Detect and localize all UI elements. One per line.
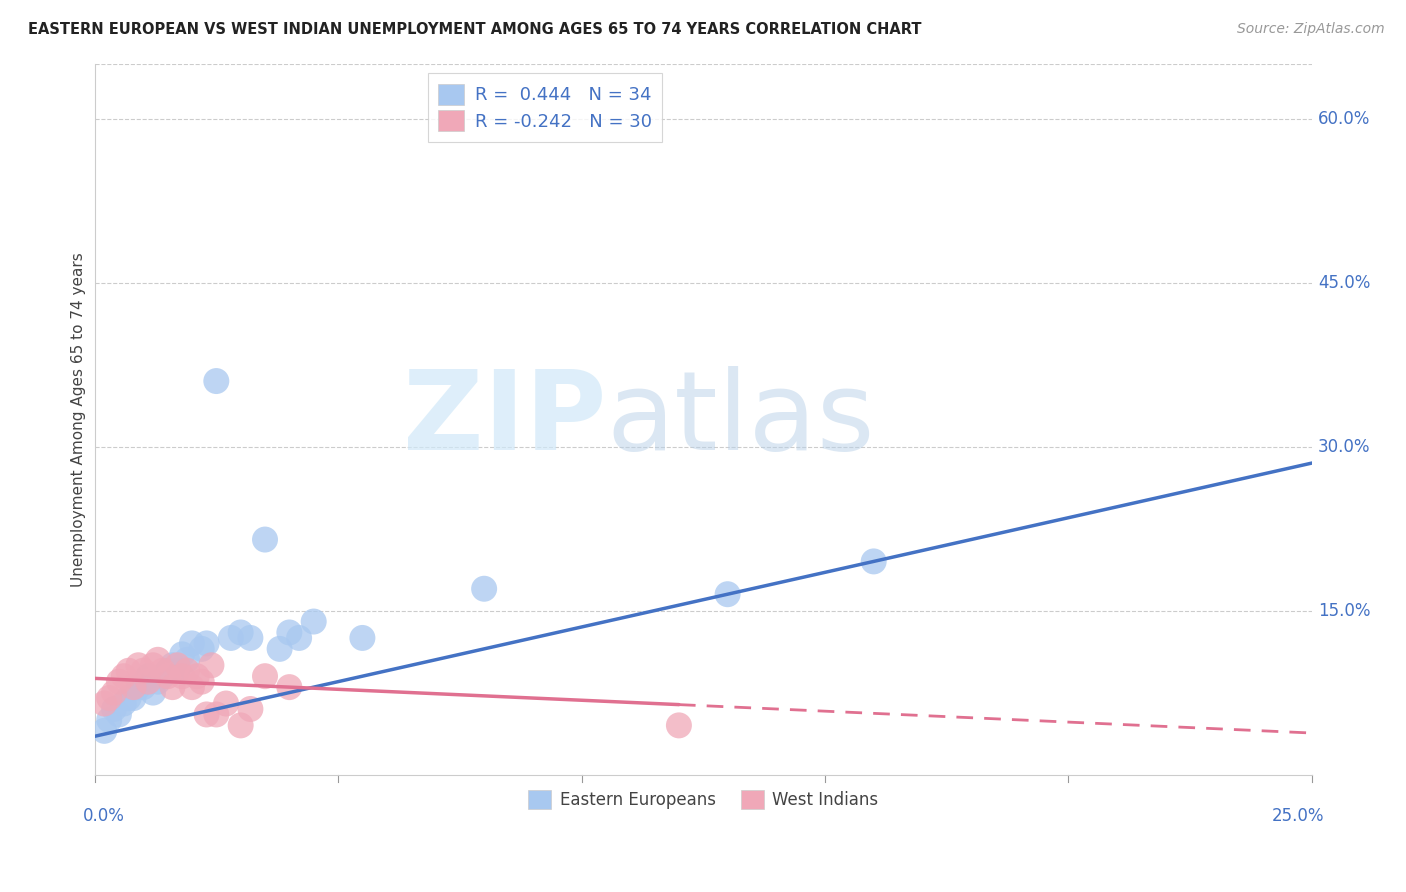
Point [176, 664, 198, 678]
Point [176, 653, 198, 667]
Point [112, 669, 135, 683]
Point [229, 625, 252, 640]
Point [195, 707, 218, 722]
Point [127, 658, 149, 673]
Point [156, 669, 179, 683]
Point [142, 685, 165, 699]
Point [239, 631, 262, 645]
Point [112, 697, 135, 711]
Point [162, 680, 184, 694]
Point [93, 697, 115, 711]
Point [136, 674, 159, 689]
Point [132, 664, 155, 678]
Text: 25.0%: 25.0% [1271, 806, 1324, 824]
Point [108, 674, 131, 689]
Point [215, 697, 238, 711]
Point [717, 587, 740, 601]
Point [352, 631, 374, 645]
Point [122, 680, 145, 694]
Point [288, 631, 311, 645]
Point [146, 674, 169, 689]
Point [166, 658, 188, 673]
Point [229, 718, 252, 732]
Text: Source: ZipAtlas.com: Source: ZipAtlas.com [1237, 22, 1385, 37]
Point [278, 680, 301, 694]
Point [181, 680, 204, 694]
Point [862, 554, 884, 568]
Point [118, 691, 141, 706]
Point [190, 641, 212, 656]
Point [239, 702, 262, 716]
Point [152, 669, 174, 683]
Point [219, 631, 242, 645]
Point [269, 641, 291, 656]
Point [118, 664, 141, 678]
Point [668, 718, 690, 732]
Point [200, 658, 222, 673]
Point [152, 664, 174, 678]
Point [472, 582, 495, 596]
Text: 0.0%: 0.0% [83, 806, 124, 824]
Point [181, 636, 204, 650]
Point [103, 702, 125, 716]
Point [205, 374, 228, 388]
Text: atlas: atlas [606, 366, 875, 473]
Point [253, 669, 276, 683]
Point [195, 636, 218, 650]
Text: 45.0%: 45.0% [1317, 274, 1371, 292]
Point [108, 707, 131, 722]
Legend: Eastern Europeans, West Indians: Eastern Europeans, West Indians [522, 783, 886, 816]
Point [136, 669, 159, 683]
Point [172, 648, 194, 662]
Text: EASTERN EUROPEAN VS WEST INDIAN UNEMPLOYMENT AMONG AGES 65 TO 74 YEARS CORRELATI: EASTERN EUROPEAN VS WEST INDIAN UNEMPLOY… [28, 22, 921, 37]
Text: ZIP: ZIP [402, 366, 606, 473]
Point [156, 664, 179, 678]
Point [142, 658, 165, 673]
Point [166, 664, 188, 678]
Point [146, 653, 169, 667]
Point [278, 625, 301, 640]
Point [122, 691, 145, 706]
Point [103, 685, 125, 699]
Point [162, 658, 184, 673]
Point [98, 713, 121, 727]
Point [190, 674, 212, 689]
Point [132, 680, 155, 694]
Point [93, 723, 115, 738]
Point [186, 669, 208, 683]
Point [302, 615, 325, 629]
Y-axis label: Unemployment Among Ages 65 to 74 years: Unemployment Among Ages 65 to 74 years [72, 252, 86, 587]
Point [98, 691, 121, 706]
Point [205, 707, 228, 722]
Point [172, 669, 194, 683]
Text: 30.0%: 30.0% [1317, 438, 1371, 456]
Point [253, 533, 276, 547]
Text: 15.0%: 15.0% [1317, 601, 1371, 620]
Point [127, 680, 149, 694]
Text: 60.0%: 60.0% [1317, 110, 1371, 128]
